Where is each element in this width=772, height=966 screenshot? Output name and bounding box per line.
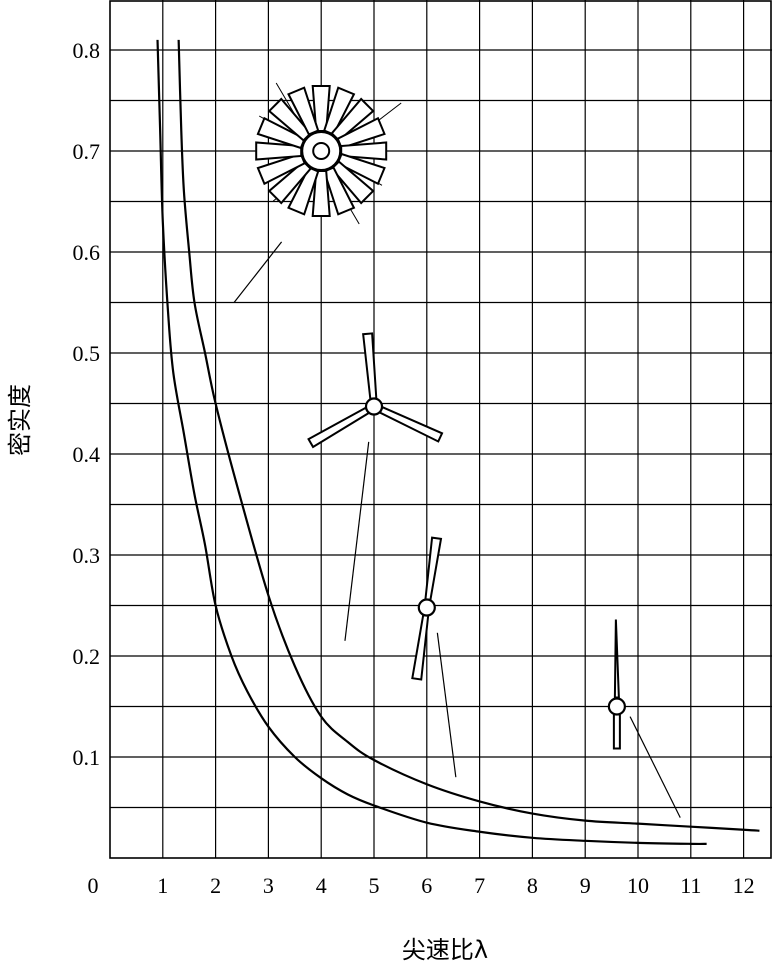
y-tick-label: 0.2: [73, 644, 101, 669]
x-tick-label: 11: [680, 873, 701, 898]
series-curve-2: [177, 39, 760, 832]
x-tick-label: 5: [369, 873, 380, 898]
x-tick-label: 6: [421, 873, 432, 898]
rotor-hub: [312, 142, 331, 160]
x-tick-label: 7: [474, 873, 485, 898]
y-tick-label: 0.1: [73, 745, 101, 770]
plot-frame: [109, 0, 772, 859]
rotor-blade: [340, 141, 388, 161]
leader-line: [344, 441, 370, 641]
series-curve-1: [156, 39, 707, 846]
y-tick-label: 0.3: [73, 543, 101, 568]
rotor-hub: [607, 697, 626, 716]
multi-blade-rotor: [233, 82, 402, 303]
x-tick-label: 10: [627, 873, 649, 898]
x-tick-label: 4: [316, 873, 327, 898]
tick-labels: 0 1 2 3 4 5 6 7 8 9 10 11 120.10.20.30.40.50.60.70.8: [73, 38, 755, 898]
x-axis-label: 尖速比λ: [402, 936, 488, 964]
rotor-blade: [336, 116, 386, 150]
rotor-hub: [364, 397, 384, 416]
rotor-blade: [411, 613, 430, 681]
x-tick-label: 12: [733, 873, 755, 898]
rotor-blade: [256, 152, 306, 186]
x-tick-label: 2: [210, 873, 221, 898]
rotor-blade: [287, 166, 320, 216]
rotor-blade: [267, 160, 312, 205]
leader-line: [233, 241, 283, 303]
leader-line: [436, 632, 457, 778]
x-tick-label: 0: [88, 873, 99, 898]
leader-line: [629, 716, 681, 818]
rotor-blade: [255, 141, 303, 161]
y-axis-label: 密实度: [6, 384, 34, 456]
y-tick-label: 0.6: [73, 240, 101, 265]
rotor-counterweight: [612, 713, 621, 750]
y-tick-label: 0.7: [73, 139, 101, 164]
rotor-blade: [322, 86, 356, 136]
rotor-blade: [267, 97, 312, 142]
x-tick-label: 3: [263, 873, 274, 898]
x-tick-label: 8: [527, 873, 538, 898]
rotor-hub: [417, 598, 436, 617]
rotor-blade: [256, 116, 306, 150]
rotor-blade: [287, 86, 320, 136]
rotor-blade: [311, 85, 331, 132]
y-tick-label: 0.4: [73, 442, 101, 467]
rotor-blade: [330, 160, 375, 205]
x-tick-label: 9: [580, 873, 591, 898]
y-tick-label: 0.5: [73, 341, 101, 366]
rotor-blade: [322, 166, 356, 216]
rotor-blade: [424, 536, 443, 602]
three-blade-rotor: [307, 332, 444, 641]
curves: [156, 39, 760, 846]
rotor-blade: [307, 406, 370, 449]
x-tick-label: 1: [157, 873, 168, 898]
rotor-blade: [336, 152, 386, 186]
rotor-blade: [378, 405, 444, 443]
two-blade-rotor: [411, 536, 457, 778]
grid: [109, 0, 772, 859]
rotor-blade: [311, 170, 331, 217]
y-tick-label: 0.8: [73, 38, 101, 63]
rotor-blade: [613, 619, 620, 699]
rotor-blade: [330, 97, 375, 142]
one-blade-rotor: [607, 619, 681, 818]
rotor-illustrations: [233, 82, 681, 818]
